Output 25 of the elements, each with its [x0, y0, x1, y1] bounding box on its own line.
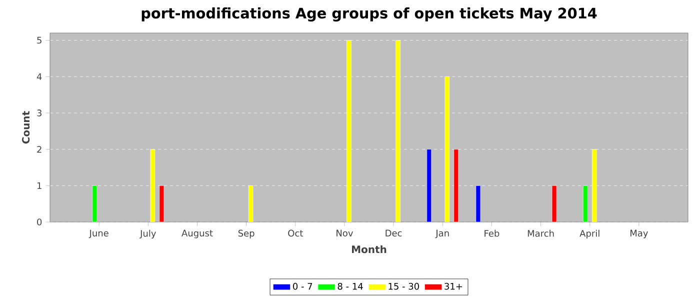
- x-tick-label: Sep: [238, 230, 254, 238]
- legend-label: 8 - 14: [338, 282, 363, 290]
- y-tick-label: 0: [37, 218, 42, 226]
- x-tick-label: August: [182, 230, 213, 238]
- y-tick-label: 4: [36, 73, 42, 80]
- y-tick-label: 3: [37, 110, 42, 116]
- y-tick-label: 5: [37, 36, 42, 44]
- x-tick-label: April: [580, 230, 600, 239]
- x-axis-title: Month: [352, 245, 386, 254]
- x-tick-label: March: [528, 230, 554, 237]
- legend-label: 15 - 30: [388, 282, 419, 290]
- chart-title: port-modifications Age groups of open tickets May 2014: [142, 7, 597, 22]
- x-tick-label: May: [630, 230, 648, 238]
- y-axis-title: Count: [22, 111, 30, 144]
- legend-label: 31+: [444, 282, 462, 290]
- x-tick-label: Dec: [386, 230, 402, 236]
- x-tick-label: July: [140, 230, 156, 239]
- legend-label: 0 - 7: [293, 282, 312, 290]
- x-tick-label: Oct: [288, 230, 303, 237]
- x-tick-label: Jan: [435, 230, 449, 238]
- y-tick-label: 2: [37, 146, 42, 153]
- x-tick-label: Feb: [484, 230, 500, 237]
- y-tick-label: 1: [37, 182, 42, 189]
- x-tick-label: Nov: [336, 230, 353, 236]
- x-tick-label: June: [88, 230, 108, 238]
